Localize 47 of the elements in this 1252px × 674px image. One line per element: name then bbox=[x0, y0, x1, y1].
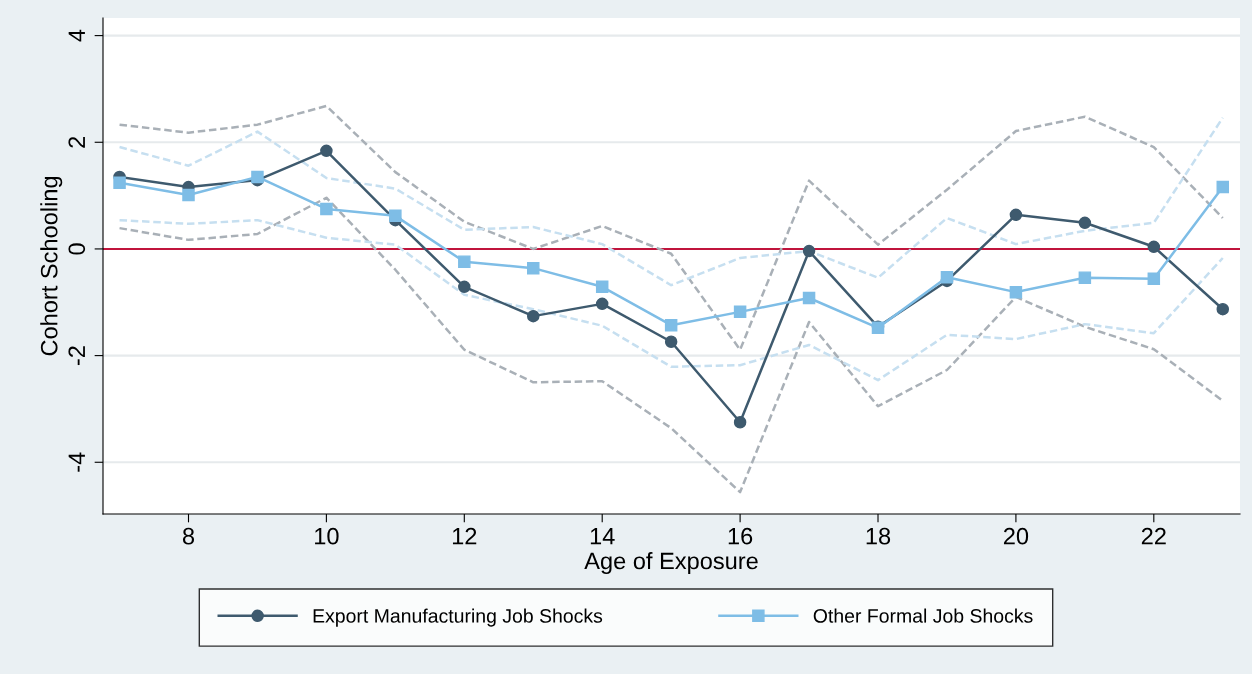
x-tick-label: 22 bbox=[1141, 527, 1166, 545]
y-tick-label: -4 bbox=[68, 452, 85, 472]
point bbox=[1009, 208, 1023, 222]
x-tick-label: 12 bbox=[452, 527, 477, 545]
x-axis-title: Age of Exposure bbox=[584, 552, 758, 574]
x-tick-label: 10 bbox=[315, 527, 339, 545]
line-series bbox=[118, 104, 1225, 351]
point bbox=[595, 297, 609, 311]
point bbox=[802, 291, 816, 305]
x-tick-label: 16 bbox=[728, 527, 753, 545]
y-tick-label: 2 bbox=[68, 136, 85, 148]
x-tick-label: 8 bbox=[182, 527, 195, 545]
line-series bbox=[118, 116, 1225, 287]
point bbox=[664, 335, 678, 348]
x-tick-label: 18 bbox=[866, 527, 891, 545]
point bbox=[1216, 180, 1230, 194]
point bbox=[733, 416, 747, 429]
point bbox=[113, 176, 126, 190]
point bbox=[527, 309, 540, 323]
point bbox=[389, 209, 402, 223]
x-tick-label: 20 bbox=[1003, 527, 1029, 545]
point bbox=[1147, 240, 1161, 254]
x-tick-label: 14 bbox=[590, 528, 615, 545]
legend-label: Export Manufacturing Job Shocks bbox=[313, 608, 603, 627]
point bbox=[940, 270, 954, 284]
line-series bbox=[118, 218, 1225, 382]
point bbox=[1009, 285, 1023, 299]
point bbox=[664, 318, 678, 332]
point bbox=[182, 188, 195, 202]
line-series bbox=[118, 196, 1225, 494]
point bbox=[1078, 271, 1092, 284]
legend-label: Other Formal Job Shocks bbox=[813, 608, 1033, 623]
y-tick-label: -2 bbox=[68, 346, 85, 366]
point bbox=[527, 261, 540, 275]
point bbox=[802, 244, 816, 258]
y-axis-title: Cohort Schooling bbox=[40, 176, 63, 356]
point bbox=[320, 202, 333, 216]
point bbox=[733, 305, 747, 319]
point bbox=[458, 255, 471, 268]
point bbox=[1078, 216, 1092, 230]
point bbox=[320, 144, 333, 158]
point bbox=[1147, 272, 1161, 286]
point bbox=[458, 280, 471, 294]
y-tick-label: 0 bbox=[68, 243, 86, 255]
point bbox=[595, 280, 609, 294]
y-tick-label: 4 bbox=[68, 29, 85, 42]
point bbox=[1216, 302, 1230, 316]
